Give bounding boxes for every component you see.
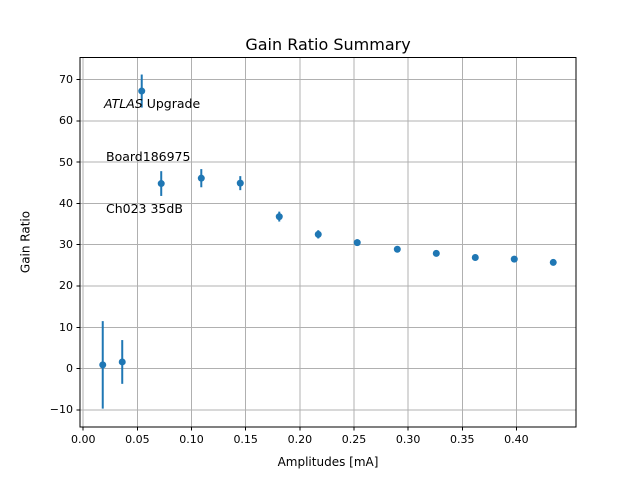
data-point: [314, 230, 322, 238]
x-tick-label: 0.10: [179, 433, 204, 446]
data-point: [471, 253, 479, 261]
annotation: ATLAS Upgrade Board186975 Ch023 35dB: [104, 60, 200, 253]
x-tick-label: 0.15: [233, 433, 258, 446]
y-tick-label: 50: [59, 155, 73, 169]
data-point: [393, 245, 401, 253]
x-axis-label: Amplitudes [mA]: [277, 455, 379, 469]
data-point: [275, 213, 283, 221]
chart-title: Gain Ratio Summary: [245, 35, 411, 54]
x-tick-label: 0.20: [287, 433, 313, 446]
data-point: [432, 249, 440, 257]
y-tick-label: 70: [59, 72, 73, 86]
data-point: [138, 87, 146, 95]
data-point: [353, 239, 361, 247]
annotation-board-text: Board186975: [106, 148, 191, 164]
y-tick-label: 60: [59, 114, 73, 128]
data-point: [549, 258, 557, 266]
x-tick-label: 0.30: [395, 433, 421, 446]
y-tick-label: 30: [59, 238, 73, 252]
x-tick-label: 0.00: [70, 433, 96, 446]
x-tick-label: 0.40: [504, 433, 529, 446]
annotation-upgrade-text: Upgrade: [142, 96, 201, 111]
y-tick-label: 40: [59, 196, 73, 210]
data-point: [197, 174, 205, 182]
data-point: [236, 179, 244, 187]
data-point: [157, 180, 165, 188]
data-point: [99, 361, 107, 369]
y-tick-label: 20: [59, 279, 73, 293]
annotation-atlas-text: ATLAS: [104, 96, 143, 111]
y-axis-label: Gain Ratio: [18, 210, 33, 274]
annotation-line-1: ATLAS Upgrade: [104, 95, 200, 113]
annotation-channel-text: Ch023 35dB: [106, 201, 183, 216]
y-tick-label: 10: [59, 320, 73, 334]
data-point: [510, 255, 518, 263]
data-point: [118, 358, 126, 366]
x-tick-label: 0.25: [341, 433, 367, 446]
axes-spines: [79, 57, 577, 428]
y-tick-label: 0: [66, 362, 73, 376]
x-tick-label: 0.05: [125, 433, 150, 446]
y-tick-label: −10: [49, 403, 73, 417]
x-tick-label: 0.35: [450, 433, 475, 446]
